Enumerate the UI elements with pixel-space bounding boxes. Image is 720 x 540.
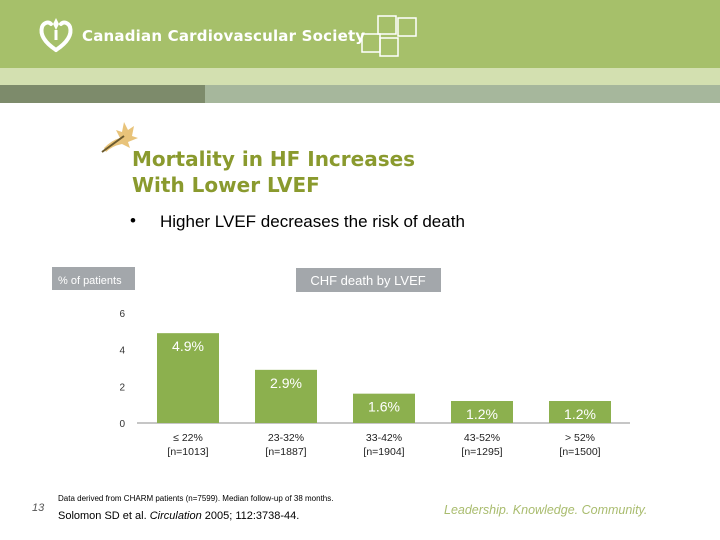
- x-category-sublabel: [n=1013]: [167, 446, 208, 458]
- y-axis-label: % of patients: [58, 275, 122, 287]
- bar-value-label: 1.6%: [368, 399, 400, 415]
- x-category-label: 23-32%: [268, 432, 304, 444]
- x-category-label: ≤ 22%: [173, 432, 203, 444]
- citation-journal: Circulation: [149, 510, 202, 522]
- decorative-squares-icon: [361, 15, 417, 57]
- slide-number: 13: [32, 502, 45, 514]
- bullet-marker: •: [130, 211, 136, 230]
- x-category-label: > 52%: [565, 432, 595, 444]
- bar: [255, 369, 317, 423]
- citation-authors: Solomon SD et al.: [58, 510, 150, 522]
- citation: Solomon SD et al. Circulation 2005; 112:…: [58, 510, 299, 522]
- y-tick-label: 0: [119, 419, 125, 430]
- organization-name: Canadian Cardiovascular Society: [82, 27, 366, 45]
- x-category-sublabel: [n=1295]: [461, 446, 502, 458]
- y-tick-label: 2: [119, 382, 125, 393]
- bar-value-label: 1.2%: [564, 406, 596, 422]
- bar-value-label: 2.9%: [270, 375, 302, 391]
- bar: [549, 401, 611, 423]
- bar-value-label: 1.2%: [466, 406, 498, 422]
- slide-title: Mortality in HF Increases With Lower LVE…: [132, 147, 416, 197]
- x-category-sublabel: [n=1500]: [559, 446, 600, 458]
- y-tick-label: 4: [119, 346, 125, 357]
- x-category-label: 33-42%: [366, 432, 402, 444]
- header-banner: Canadian Cardiovascular Society: [0, 0, 720, 68]
- citation-details: 2005; 112:3738-44.: [201, 510, 300, 522]
- x-category-sublabel: [n=1904]: [363, 446, 404, 458]
- header-stripe-light: [0, 68, 720, 85]
- bar: [353, 393, 415, 423]
- bullet-text: Higher LVEF decreases the risk of death: [160, 212, 465, 231]
- heart-logo-icon: [39, 18, 73, 52]
- x-category-label: 43-52%: [464, 432, 500, 444]
- x-category-sublabel: [n=1887]: [265, 446, 306, 458]
- maple-leaf-icon: [101, 122, 138, 153]
- bar: [157, 333, 219, 423]
- header-stripe-accent: [205, 85, 720, 103]
- footnote: Data derived from CHARM patients (n=7599…: [58, 494, 334, 503]
- tagline: Leadership. Knowledge. Community.: [444, 503, 648, 517]
- bar-chart: % of patients CHF death by LVEF 0 2 4 6 4.9…: [52, 267, 630, 458]
- header-stripe-dark: [0, 85, 205, 103]
- bar-value-label: 4.9%: [172, 338, 204, 354]
- bar: [451, 401, 513, 423]
- y-tick-label: 6: [119, 309, 125, 320]
- y-axis-label-box: [52, 267, 135, 290]
- chart-title-box: [296, 268, 441, 292]
- chart-title: CHF death by LVEF: [310, 273, 425, 288]
